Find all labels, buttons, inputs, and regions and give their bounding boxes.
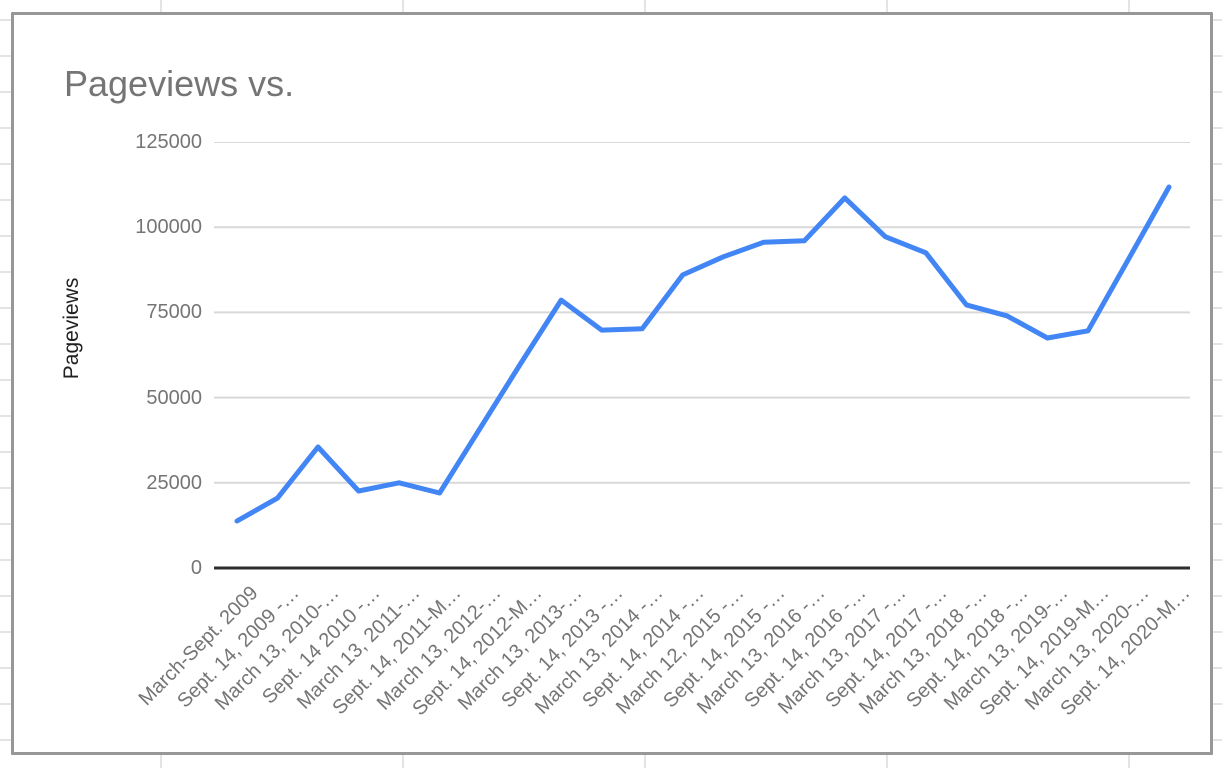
y-tick-label: 0 xyxy=(190,557,202,579)
y-axis-title-text: Pageviews xyxy=(60,277,83,380)
y-tick-label: 50000 xyxy=(146,386,202,409)
y-tick-label: 75000 xyxy=(146,301,202,324)
series-line-pageviews xyxy=(234,184,1172,524)
y-tick-label: 100000 xyxy=(135,216,202,239)
y-tick-label: 125000 xyxy=(135,131,202,153)
y-tick-label: 25000 xyxy=(146,471,202,494)
plot-area xyxy=(214,142,1190,570)
chart-container[interactable]: Pageviews vs. Pageviews 125000 100000 7500… xyxy=(11,12,1213,755)
chart-title: Pageviews vs. xyxy=(64,63,295,104)
